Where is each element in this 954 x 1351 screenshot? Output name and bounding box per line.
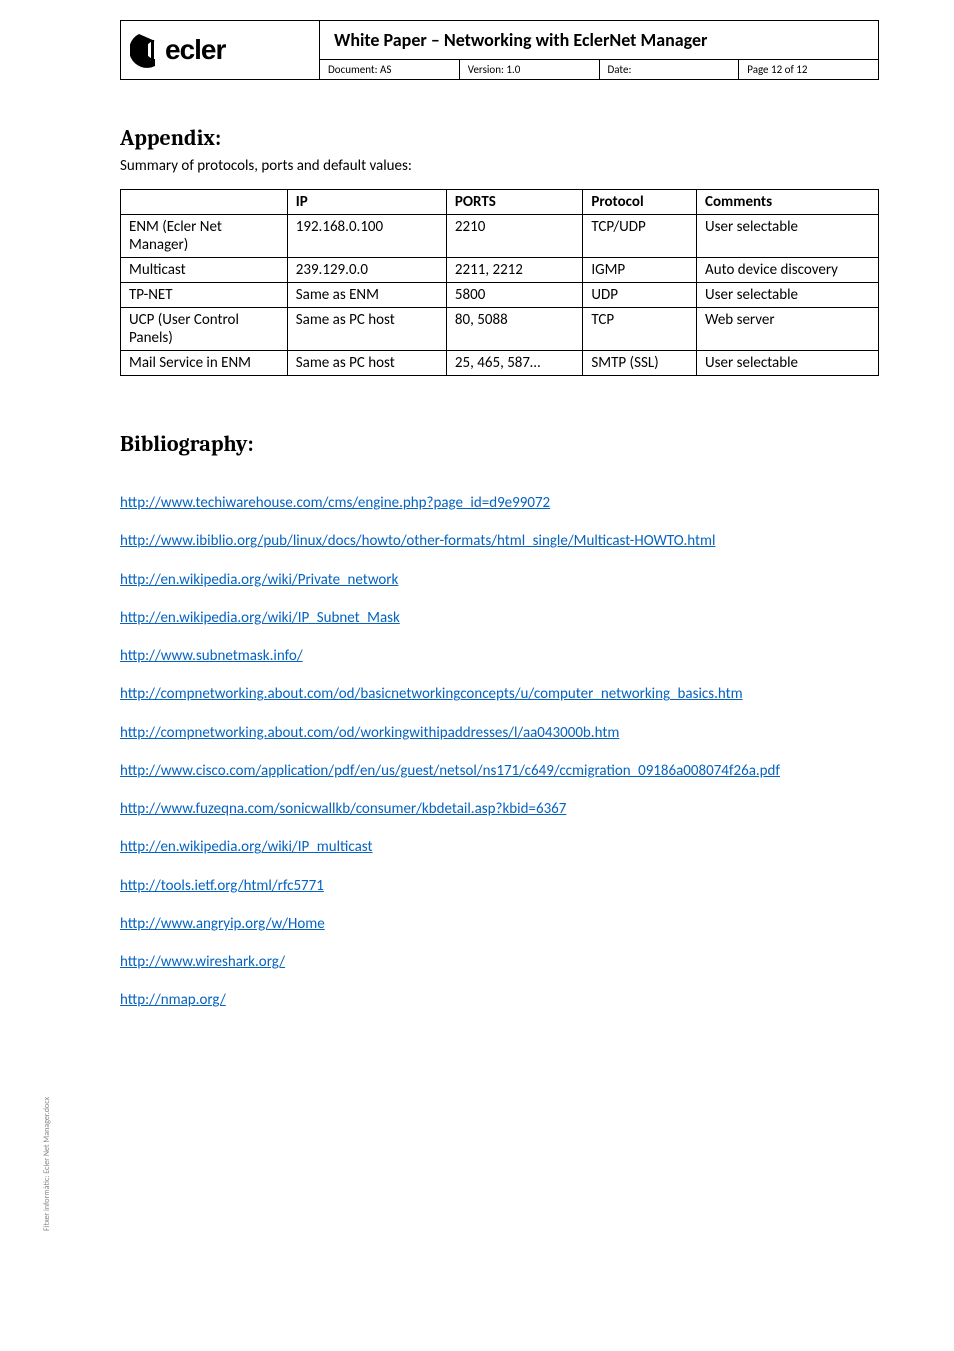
table-header-row: IP PORTS Protocol Comments: [121, 190, 879, 215]
bibliography-link[interactable]: http://www.subnetmask.info/: [120, 647, 303, 665]
table-body: ENM (Ecler Net Manager)192.168.0.1002210…: [121, 215, 879, 376]
table-header: Protocol: [583, 190, 697, 215]
link-block: http://www.ibiblio.org/pub/linux/docs/ho…: [120, 531, 879, 551]
bibliography-link[interactable]: http://tools.ietf.org/html/rfc5771: [120, 877, 324, 895]
appendix-summary: Summary of protocols, ports and default …: [120, 157, 879, 175]
table-cell: User selectable: [697, 215, 879, 258]
table-cell: Web server: [697, 308, 879, 351]
table-cell: 239.129.0.0: [287, 258, 446, 283]
bibliography-link[interactable]: http://www.fuzeqna.com/sonicwallkb/consu…: [120, 800, 566, 818]
meta-page: Page 12 of 12: [739, 60, 879, 80]
table-row: Mail Service in ENMSame as PC host25, 46…: [121, 351, 879, 376]
bibliography-link[interactable]: http://www.techiwarehouse.com/cms/engine…: [120, 494, 550, 512]
link-block: http://en.wikipedia.org/wiki/IP_multicas…: [120, 837, 879, 857]
link-block: http://www.subnetmask.info/: [120, 646, 879, 666]
table-cell: 192.168.0.100: [287, 215, 446, 258]
table-cell: Same as PC host: [287, 308, 446, 351]
table-cell: Same as ENM: [287, 283, 446, 308]
paper-title: White Paper – Networking with EclerNet M…: [320, 20, 879, 60]
bibliography-link[interactable]: http://en.wikipedia.org/wiki/Private_net…: [120, 571, 398, 589]
bibliography-link[interactable]: http://compnetworking.about.com/od/basic…: [120, 685, 743, 703]
table-cell: 2211, 2212: [446, 258, 582, 283]
table-cell: Auto device discovery: [697, 258, 879, 283]
table-cell: TP-NET: [121, 283, 288, 308]
link-block: http://www.cisco.com/application/pdf/en/…: [120, 761, 879, 781]
meta-document: Document: AS: [320, 60, 460, 80]
bibliography-heading: Bibliography:: [120, 431, 879, 457]
table-header: [121, 190, 288, 215]
bibliography-link[interactable]: http://www.ibiblio.org/pub/linux/docs/ho…: [120, 532, 715, 550]
table-cell: Same as PC host: [287, 351, 446, 376]
table-cell: 5800: [446, 283, 582, 308]
link-block: http://compnetworking.about.com/od/worki…: [120, 723, 879, 743]
protocol-table: IP PORTS Protocol Comments ENM (Ecler Ne…: [120, 189, 879, 376]
table-cell: 80, 5088: [446, 308, 582, 351]
table-header: Comments: [697, 190, 879, 215]
link-block: http://en.wikipedia.org/wiki/IP_Subnet_M…: [120, 608, 879, 628]
bibliography-link[interactable]: http://en.wikipedia.org/wiki/IP_multicas…: [120, 838, 373, 856]
link-block: http://nmap.org/: [120, 990, 879, 1010]
table-cell: IGMP: [583, 258, 697, 283]
svg-text:ecler: ecler: [165, 34, 226, 65]
links-section: http://www.techiwarehouse.com/cms/engine…: [120, 493, 879, 1011]
bibliography-link[interactable]: http://en.wikipedia.org/wiki/IP_Subnet_M…: [120, 609, 400, 627]
link-block: http://www.angryip.org/w/Home: [120, 914, 879, 934]
bibliography-link[interactable]: http://www.cisco.com/application/pdf/en/…: [120, 762, 780, 780]
table-cell: SMTP (SSL): [583, 351, 697, 376]
table-cell: 25, 465, 587…: [446, 351, 582, 376]
table-row: ENM (Ecler Net Manager)192.168.0.1002210…: [121, 215, 879, 258]
link-block: http://www.wireshark.org/: [120, 952, 879, 972]
link-block: http://www.fuzeqna.com/sonicwallkb/consu…: [120, 799, 879, 819]
table-cell: 2210: [446, 215, 582, 258]
title-block: White Paper – Networking with EclerNet M…: [320, 20, 879, 80]
bibliography-link[interactable]: http://compnetworking.about.com/od/worki…: [120, 724, 619, 742]
table-cell: Mail Service in ENM: [121, 351, 288, 376]
table-header: PORTS: [446, 190, 582, 215]
table-cell: UDP: [583, 283, 697, 308]
table-cell: TCP/UDP: [583, 215, 697, 258]
bibliography-link[interactable]: http://nmap.org/: [120, 991, 226, 1009]
ecler-logo: ecler: [130, 30, 310, 70]
meta-date: Date:: [600, 60, 740, 80]
appendix-heading: Appendix:: [120, 125, 879, 151]
side-filename: Fitxer informàtic: Ecler Net Manager.doc…: [42, 1097, 52, 1231]
table-cell: Multicast: [121, 258, 288, 283]
logo-cell: ecler: [120, 20, 320, 80]
table-cell: User selectable: [697, 351, 879, 376]
table-row: UCP (User Control Panels)Same as PC host…: [121, 308, 879, 351]
bibliography-link[interactable]: http://www.wireshark.org/: [120, 953, 285, 971]
table-cell: User selectable: [697, 283, 879, 308]
table-row: Multicast239.129.0.02211, 2212IGMPAuto d…: [121, 258, 879, 283]
header-row: ecler White Paper – Networking with Ecle…: [120, 20, 879, 80]
table-row: TP-NETSame as ENM5800UDPUser selectable: [121, 283, 879, 308]
meta-row: Document: AS Version: 1.0 Date: Page 12 …: [320, 60, 879, 80]
link-block: http://tools.ietf.org/html/rfc5771: [120, 876, 879, 896]
table-cell: ENM (Ecler Net Manager): [121, 215, 288, 258]
bibliography-link[interactable]: http://www.angryip.org/w/Home: [120, 915, 325, 933]
table-cell: UCP (User Control Panels): [121, 308, 288, 351]
table-cell: TCP: [583, 308, 697, 351]
meta-version: Version: 1.0: [460, 60, 600, 80]
link-block: http://compnetworking.about.com/od/basic…: [120, 684, 879, 704]
table-header: IP: [287, 190, 446, 215]
link-block: http://en.wikipedia.org/wiki/Private_net…: [120, 570, 879, 590]
link-block: http://www.techiwarehouse.com/cms/engine…: [120, 493, 879, 513]
